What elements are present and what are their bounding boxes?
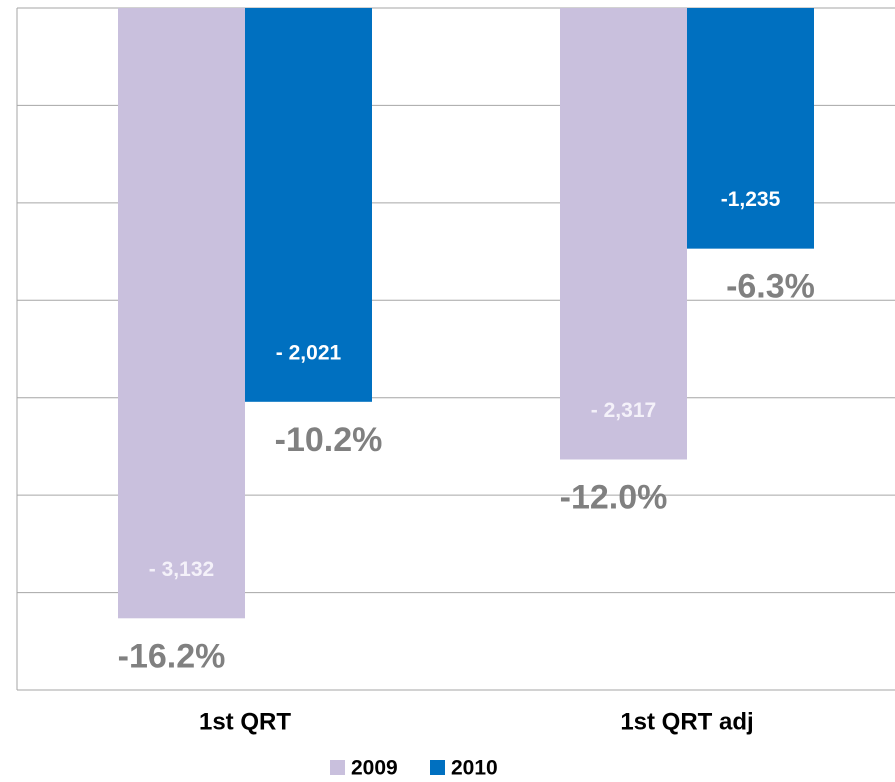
legend-swatch xyxy=(430,760,445,775)
bar xyxy=(560,8,687,460)
data-label: - 2,317 xyxy=(591,399,656,422)
percent-label: -6.3% xyxy=(726,268,815,306)
x-tick-label: 1st QRT xyxy=(199,708,291,735)
data-label: -1,235 xyxy=(721,188,781,211)
percent-label: -16.2% xyxy=(118,637,226,675)
data-label: - 3,132 xyxy=(149,558,214,581)
legend-label: 2009 xyxy=(351,757,398,780)
percent-label: -10.2% xyxy=(275,421,383,459)
bar xyxy=(118,8,245,619)
data-label: - 2,021 xyxy=(276,341,342,364)
legend-label: 2010 xyxy=(451,757,498,780)
legend-swatch xyxy=(330,760,345,775)
bar xyxy=(687,8,814,249)
x-tick-label: 1st QRT adj xyxy=(620,708,753,735)
percent-label: -12.0% xyxy=(560,478,668,516)
bar xyxy=(245,8,372,402)
